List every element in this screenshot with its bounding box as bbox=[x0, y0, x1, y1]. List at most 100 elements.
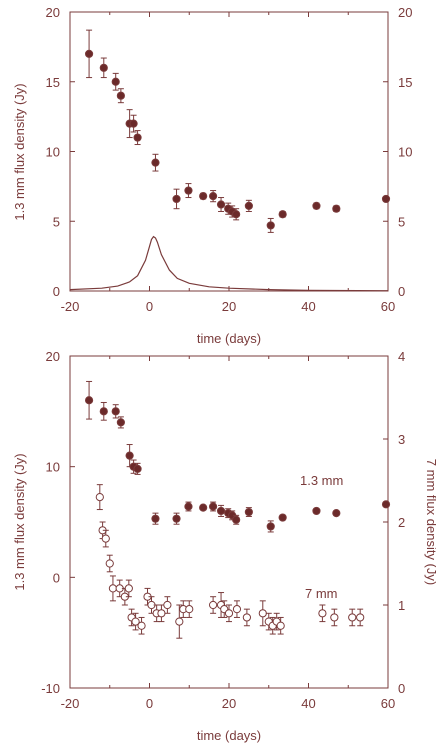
top-point bbox=[151, 153, 160, 172]
bottom-open-series bbox=[95, 484, 365, 639]
bottom-point-1-3mm bbox=[133, 462, 142, 475]
bottom-point-7mm bbox=[115, 579, 124, 598]
bottom-filled-series bbox=[84, 380, 391, 533]
top-point bbox=[312, 201, 321, 211]
top-point bbox=[209, 190, 218, 203]
bottom-point-7mm-marker bbox=[108, 584, 118, 593]
bottom-ytick-label: 0 bbox=[53, 570, 60, 585]
bottom-point-7mm-marker bbox=[209, 600, 218, 610]
top-point-marker bbox=[151, 158, 160, 167]
bottom-point-1-3mm-marker bbox=[199, 503, 208, 512]
top-point-marker bbox=[84, 49, 94, 58]
bottom-point-1-3mm bbox=[381, 500, 391, 509]
top-point-marker bbox=[244, 201, 253, 211]
top-point-marker bbox=[99, 63, 108, 72]
bottom-point-7mm-marker bbox=[163, 600, 172, 610]
bottom-point-1-3mm bbox=[232, 514, 241, 525]
bottom-point-7mm bbox=[95, 484, 104, 511]
top-point-marker bbox=[184, 186, 193, 195]
top-ytick-label: 20 bbox=[46, 5, 60, 20]
top-points-series bbox=[84, 29, 391, 233]
top-point bbox=[278, 210, 287, 219]
bottom-point-7mm-marker bbox=[105, 559, 114, 568]
bottom-point-1-3mm-marker bbox=[381, 500, 391, 509]
bottom-point-7mm bbox=[185, 600, 194, 618]
bottom-point-7mm bbox=[216, 592, 226, 618]
bottom-y2tick-label: 1 bbox=[398, 598, 405, 613]
top-ylabel: 1.3 mm flux density (Jy) bbox=[12, 83, 27, 220]
bottom-point-7mm-marker bbox=[232, 605, 242, 614]
bottom-point-7mm bbox=[131, 612, 140, 631]
bottom-point-1-3mm-marker bbox=[332, 509, 341, 518]
bottom-xtick-label: -20 bbox=[61, 696, 80, 711]
bottom-ytick-label: -10 bbox=[41, 681, 60, 696]
bottom-ticks: -20 0 20 40 60 -10 0 10 20 0 1 2 3 4 bbox=[41, 349, 405, 711]
bottom-point-1-3mm-marker bbox=[216, 506, 226, 516]
annotation-1-3mm: 1.3 mm bbox=[300, 473, 343, 488]
bottom-point-7mm bbox=[124, 579, 133, 598]
bottom-point-1-3mm-marker bbox=[232, 515, 241, 524]
bottom-point-1-3mm bbox=[111, 404, 120, 419]
bottom-point-1-3mm bbox=[278, 513, 287, 522]
top-point bbox=[84, 29, 94, 79]
bottom-point-7mm-marker bbox=[157, 609, 166, 618]
annotation-7mm: 7 mm bbox=[305, 586, 338, 601]
bottom-point-7mm bbox=[105, 554, 114, 573]
top-point bbox=[266, 217, 275, 233]
bottom-point-7mm-marker bbox=[348, 613, 357, 622]
bottom-point-7mm-marker bbox=[330, 613, 339, 622]
bottom-point-1-3mm bbox=[129, 459, 138, 474]
top-point-marker bbox=[129, 119, 138, 128]
top-point bbox=[129, 114, 138, 133]
top-xtick-label: 60 bbox=[381, 299, 395, 314]
top-ytick-label: 15 bbox=[46, 75, 60, 90]
bottom-point-7mm bbox=[348, 608, 357, 627]
bottom-point-1-3mm bbox=[184, 501, 193, 512]
bottom-point-7mm bbox=[224, 604, 234, 623]
top-point bbox=[133, 130, 142, 146]
bottom-point-7mm bbox=[318, 604, 327, 623]
plot-frame-bottom bbox=[69, 355, 389, 689]
bottom-point-1-3mm-marker bbox=[125, 451, 134, 460]
top-point-marker bbox=[116, 91, 125, 100]
bottom-point-7mm-marker bbox=[124, 584, 133, 593]
bottom-point-7mm-marker bbox=[101, 534, 110, 543]
bottom-point-1-3mm-marker bbox=[209, 502, 218, 511]
bottom-point-1-3mm-marker bbox=[133, 464, 142, 473]
top-profile-line bbox=[69, 235, 389, 292]
bottom-point-1-3mm bbox=[312, 506, 321, 516]
bottom-y2tick-label: 0 bbox=[398, 681, 405, 696]
top-point-marker bbox=[209, 192, 218, 201]
top-point-marker bbox=[199, 192, 208, 201]
bottom-point-7mm bbox=[330, 608, 339, 627]
bottom-point-7mm bbox=[157, 604, 166, 623]
top-xtick-label: -20 bbox=[61, 299, 80, 314]
top-point-marker bbox=[312, 201, 321, 211]
bottom-point-7mm bbox=[356, 608, 365, 627]
bottom-point-1-3mm bbox=[151, 512, 160, 525]
bottom-point-7mm bbox=[101, 529, 110, 548]
bottom-point-1-3mm-marker bbox=[244, 507, 253, 517]
bottom-point-1-3mm bbox=[266, 520, 275, 533]
top-y2tick-label: 10 bbox=[398, 145, 412, 160]
bottom-point-7mm-marker bbox=[242, 613, 251, 622]
top-xtick-label: 0 bbox=[146, 299, 153, 314]
bottom-y2tick-label: 4 bbox=[398, 349, 405, 364]
bottom-point-1-3mm-marker bbox=[116, 418, 125, 427]
top-point bbox=[216, 197, 226, 212]
bottom-point-1-3mm-marker bbox=[84, 396, 94, 405]
top-y2tick-label: 5 bbox=[398, 214, 405, 229]
chart-bottom: -20 0 20 40 60 -10 0 10 20 0 1 2 3 4 time (days) 1.3 … bbox=[12, 349, 436, 743]
top-point-marker bbox=[216, 200, 226, 209]
top-xtick-label: 40 bbox=[301, 299, 315, 314]
top-point bbox=[332, 204, 341, 213]
top-point-marker bbox=[111, 77, 120, 86]
bottom-ylabel: 1.3 mm flux density (Jy) bbox=[12, 453, 27, 590]
top-point bbox=[99, 57, 108, 79]
bottom-point-7mm-marker bbox=[185, 605, 194, 614]
top-point bbox=[381, 194, 391, 204]
bottom-point-1-3mm bbox=[244, 507, 253, 517]
